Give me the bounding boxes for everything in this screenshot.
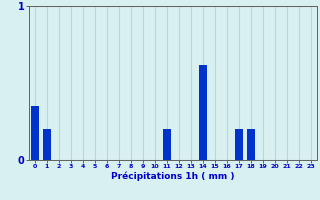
Bar — [31, 106, 39, 160]
Bar — [163, 129, 171, 160]
Bar — [247, 129, 255, 160]
Bar — [235, 129, 243, 160]
Bar — [199, 65, 207, 160]
Bar — [43, 129, 51, 160]
X-axis label: Précipitations 1h ( mm ): Précipitations 1h ( mm ) — [111, 172, 235, 181]
